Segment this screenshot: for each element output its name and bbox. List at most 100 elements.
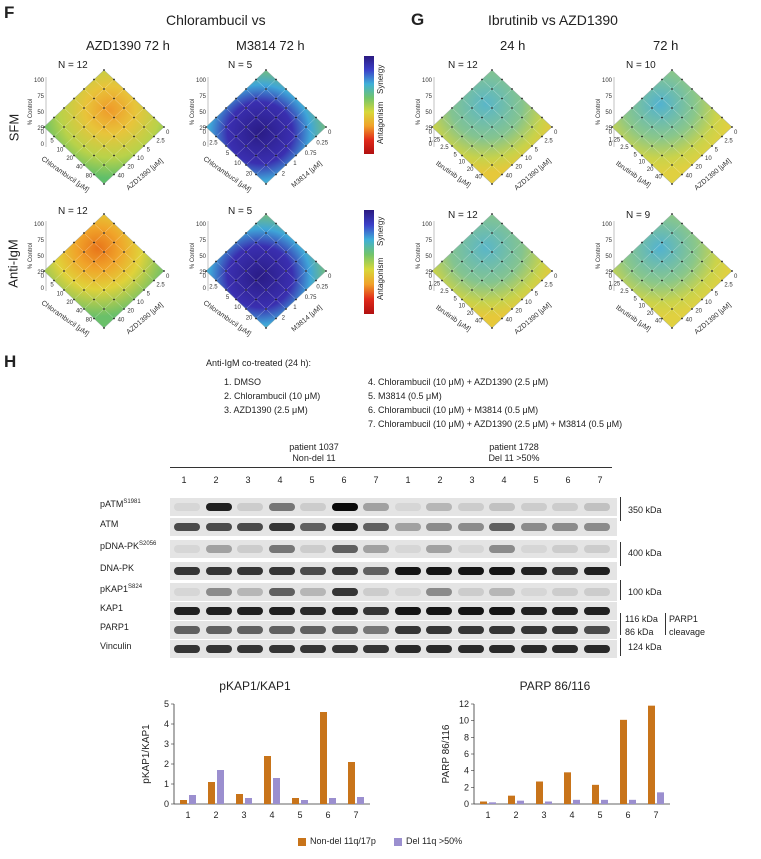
surface-point (671, 164, 673, 166)
x-tick: 20 (647, 167, 654, 173)
row-label-sfm: SFM (6, 113, 22, 142)
blot-strip (170, 562, 617, 580)
surface-point (153, 135, 155, 138)
surface-point (661, 222, 663, 225)
surface-point (651, 308, 653, 310)
y-axis-label: % Control (596, 99, 602, 125)
surface-point (93, 260, 95, 263)
surface-point (711, 145, 713, 147)
bar-non-del (292, 798, 299, 804)
surface-point (641, 154, 643, 157)
bar-del (245, 798, 252, 804)
y-tick-label: 0 (464, 799, 469, 809)
blot-band (394, 607, 421, 615)
surface-point (471, 270, 473, 272)
blot-band (552, 626, 578, 634)
surface-point (481, 298, 483, 301)
surface-point (63, 145, 65, 147)
surface-point (275, 116, 277, 119)
surface-point (511, 232, 513, 234)
bar-del (329, 798, 336, 804)
y-tick: 0 (41, 286, 45, 292)
surface-point (315, 135, 317, 138)
surface-point (143, 251, 145, 253)
y-tick: 25 (37, 270, 44, 276)
surface-point (531, 270, 533, 272)
kda-label: 100 kDa (628, 587, 662, 597)
blot-band (300, 503, 326, 511)
surface-point (681, 135, 683, 138)
surface-point (245, 308, 247, 310)
surface-point (53, 135, 55, 138)
surface-point (205, 270, 207, 272)
z-tick: 0 (328, 274, 332, 280)
surface-point (245, 88, 247, 90)
surface-point (235, 154, 237, 157)
y-tick: 75 (37, 94, 44, 100)
surface-point (63, 270, 65, 272)
surface-point (661, 317, 663, 320)
surface-point (113, 116, 115, 119)
y-tick: 50 (199, 110, 206, 116)
blot-label-name: ATM (100, 519, 119, 529)
x-axis-label: Ibrutinib [μM] (434, 160, 471, 189)
blot-band (363, 523, 389, 531)
patient-1728-bracket (380, 467, 612, 468)
y-tick: 100 (196, 222, 207, 228)
kda-label: 350 kDa (628, 505, 662, 515)
x-tick: 0 (429, 274, 433, 280)
blot-label-site: S2056 (139, 541, 157, 547)
blot-band (300, 523, 326, 531)
surface-point (103, 107, 105, 109)
surface-point (163, 270, 165, 272)
surface-point (681, 222, 683, 225)
x-tick: 40 (76, 165, 83, 171)
surface-point (501, 241, 503, 244)
blot-band (205, 626, 232, 634)
surface-point (661, 298, 663, 301)
surface-point (285, 88, 287, 90)
y-axis-label: % Control (416, 99, 422, 125)
blot-band (205, 588, 232, 596)
surface-point (133, 241, 135, 244)
surface-point (641, 97, 643, 100)
surface-point (113, 173, 115, 176)
surface-point (641, 135, 643, 138)
blot-band (520, 567, 547, 575)
legend-synergy-label: Synergy (376, 216, 385, 246)
bar-chart-pkap1: 0 1 2 3 4 5 pKAP1/KAP1 1 2 3 4 5 6 7 (141, 699, 370, 820)
surface-point (451, 107, 453, 109)
surface-point (63, 107, 65, 109)
surface-point (551, 270, 553, 272)
z-tick: 20 (127, 309, 134, 315)
surface-point (245, 289, 247, 291)
surface-point (103, 145, 105, 147)
y-tick-label: 2 (464, 782, 469, 792)
parp-note: cleavage (669, 627, 706, 637)
z-tick: 0 (166, 274, 170, 280)
z-tick: 40 (506, 173, 513, 179)
surface-point (133, 135, 135, 138)
blot-band (552, 607, 578, 615)
blot-band (331, 567, 358, 575)
surface-point (681, 173, 683, 176)
x-tick-label: 3 (241, 810, 246, 820)
bar-non-del (564, 772, 571, 804)
bar-non-del (264, 756, 271, 804)
surface-point (731, 270, 733, 272)
surface-point (275, 260, 277, 263)
surface-point (491, 69, 493, 71)
z-tick: 0 (166, 130, 170, 136)
surface-point (255, 135, 257, 138)
surface-point (431, 126, 433, 128)
surface-point (461, 97, 463, 100)
blot-band (520, 523, 547, 531)
surface-point (671, 88, 673, 90)
z-tick: 40 (686, 317, 693, 323)
surface-point (481, 154, 483, 157)
surface-point (113, 78, 115, 81)
chart2-title: PARP 86/116 (519, 679, 591, 693)
surface-point (295, 260, 297, 263)
blot-band (205, 503, 232, 511)
